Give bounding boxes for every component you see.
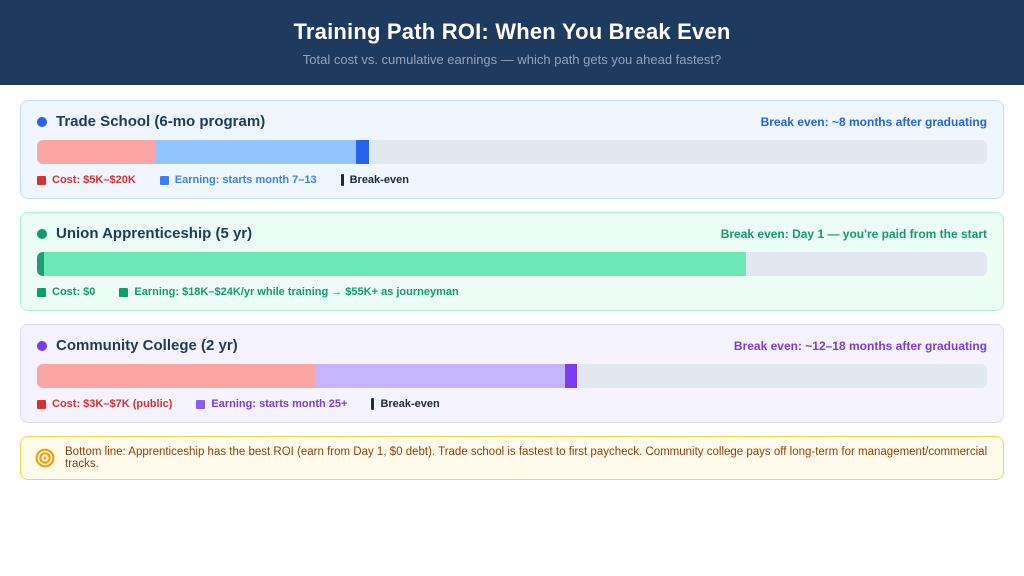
earning-swatch-icon [196, 399, 206, 409]
path-card-community-college: Community College (2 yr) Break even: ~12… [20, 324, 1004, 423]
break-even-marker [565, 364, 577, 388]
page-title: Training Path ROI: When You Break Even [293, 18, 731, 44]
bullet-dot-icon [37, 228, 47, 239]
break-even-marker [356, 140, 369, 164]
earning-swatch-icon [159, 175, 169, 185]
legend-label: Break-even [380, 398, 440, 410]
legend-label: Break-even [349, 174, 409, 186]
timeline-bar [37, 252, 987, 276]
card-header: Community College (2 yr) Break even: ~12… [37, 337, 987, 354]
legend-label: Cost: $5K–$20K [52, 174, 136, 186]
content-area: Trade School (6-mo program) Break even: … [0, 85, 1024, 480]
cost-swatch-icon [37, 399, 46, 409]
legend-label: Earning: starts month 7–13 [174, 174, 317, 186]
bar-legend: Cost: $0 Earning: $18K–$24K/yr while tra… [37, 286, 987, 298]
card-header: Union Apprenticeship (5 yr) Break even: … [37, 225, 987, 242]
earning-segment [315, 364, 566, 388]
earning-segment [44, 252, 747, 276]
break-even-label: Break even: Day 1 — you're paid from the… [720, 226, 987, 241]
cost-swatch-icon [37, 287, 46, 297]
legend-label: Earning: starts month 25+ [211, 398, 348, 410]
legend-item-earning: Earning: starts month 7–13 [159, 174, 317, 186]
bullseye-icon [35, 448, 55, 468]
bottom-line-text: Bottom line: Apprenticeship has the best… [65, 446, 988, 470]
break-even-marker-icon [340, 174, 344, 186]
legend-item-earning: Earning: $18K–$24K/yr while training → $… [119, 286, 459, 298]
legend-item-break-even: Break-even [340, 174, 409, 186]
legend-item-cost: Cost: $3K–$7K (public) [37, 398, 172, 410]
break-even-marker [37, 252, 45, 276]
legend-label: Cost: $0 [52, 286, 96, 298]
legend-item-break-even: Break-even [371, 398, 440, 410]
legend-item-cost: Cost: $0 [37, 286, 95, 298]
page-subtitle: Total cost vs. cumulative earnings — whi… [302, 51, 722, 67]
bullet-dot-icon [37, 116, 47, 127]
break-even-marker-icon [371, 398, 375, 410]
path-card-trade-school: Trade School (6-mo program) Break even: … [20, 100, 1004, 199]
earning-swatch-icon [119, 287, 129, 297]
legend-label: Cost: $3K–$7K (public) [52, 398, 173, 410]
card-header: Trade School (6-mo program) Break even: … [37, 113, 987, 130]
path-title: Trade School (6-mo program) [56, 113, 266, 130]
cost-segment [37, 140, 156, 164]
break-even-label: Break even: ~8 months after graduating [760, 114, 987, 129]
cost-swatch-icon [37, 175, 46, 185]
break-even-label: Break even: ~12–18 months after graduati… [733, 338, 987, 353]
earning-segment [155, 140, 357, 164]
legend-item-earning: Earning: starts month 25+ [196, 398, 347, 410]
legend-item-cost: Cost: $5K–$20K [37, 174, 136, 186]
legend-label: Earning: $18K–$24K/yr while training → $… [134, 286, 459, 298]
bullet-dot-icon [37, 340, 47, 351]
path-title: Community College (2 yr) [56, 337, 238, 354]
cost-segment [37, 364, 316, 388]
page-header: Training Path ROI: When You Break Even T… [0, 0, 1024, 85]
bar-legend: Cost: $3K–$7K (public) Earning: starts m… [37, 398, 987, 410]
bar-legend: Cost: $5K–$20K Earning: starts month 7–1… [37, 174, 987, 186]
timeline-bar [37, 140, 987, 164]
timeline-bar [37, 364, 987, 388]
bottom-line-note: Bottom line: Apprenticeship has the best… [20, 436, 1004, 480]
path-card-union-apprenticeship: Union Apprenticeship (5 yr) Break even: … [20, 212, 1004, 311]
path-title: Union Apprenticeship (5 yr) [56, 225, 253, 242]
